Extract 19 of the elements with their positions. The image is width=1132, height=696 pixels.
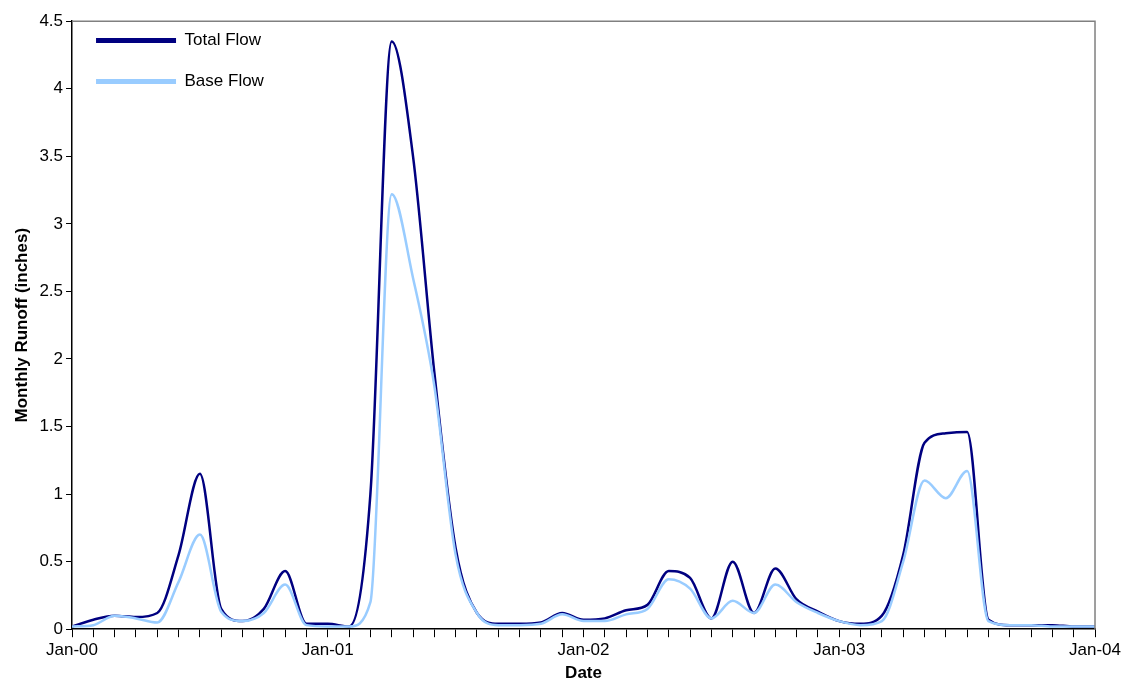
x-tick-label: Jan-02 — [557, 640, 610, 660]
y-tick-label: 0.5 — [39, 551, 64, 571]
x-tick-label: Jan-04 — [1069, 640, 1121, 660]
y-tick-label: 1.5 — [39, 416, 64, 436]
y-tick-label: 4 — [53, 78, 64, 98]
y-tick-label: 0 — [53, 618, 64, 638]
y-tick-label: 4.5 — [39, 10, 64, 30]
x-tick-label: Jan-03 — [813, 640, 866, 660]
x-axis-title: Date — [565, 663, 602, 683]
y-axis-title: Monthly Runoff (inches) — [11, 227, 31, 423]
legend-label: Total Flow — [184, 30, 262, 50]
y-tick-label: 2.5 — [39, 281, 64, 301]
legend-label: Base Flow — [184, 71, 265, 91]
y-tick-label: 3.5 — [39, 146, 64, 165]
x-tick-label: Jan-01 — [301, 640, 354, 660]
y-tick-label: 3 — [53, 213, 64, 233]
x-tick-label: Jan-00 — [46, 640, 99, 660]
y-tick-label: 1 — [53, 483, 64, 503]
y-tick-label: 2 — [53, 348, 64, 368]
